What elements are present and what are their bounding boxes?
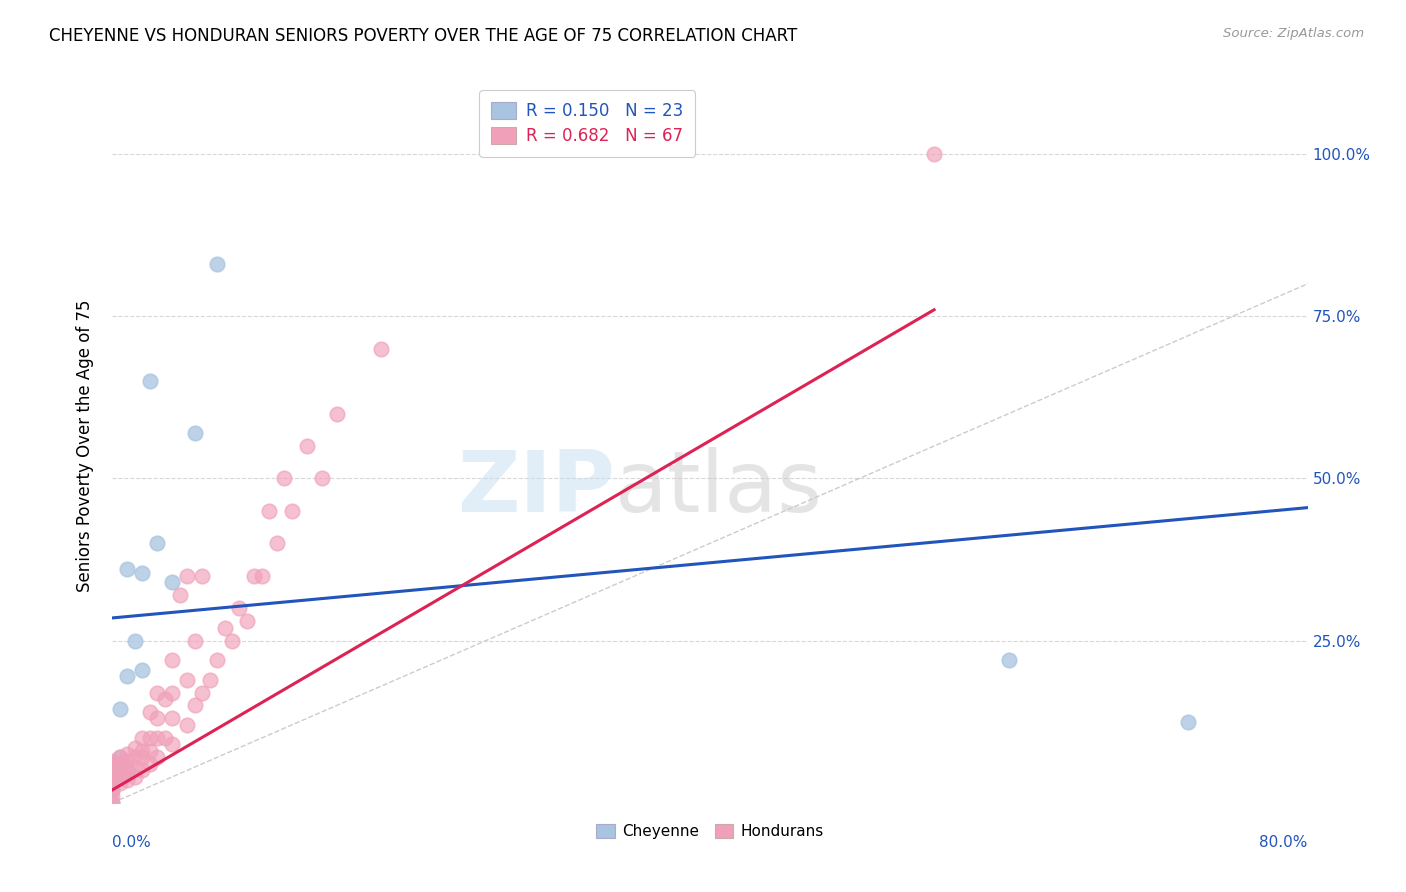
- Point: [205, 257, 228, 271]
- Point: [139, 731, 162, 745]
- Point: [101, 764, 124, 778]
- Point: [1177, 714, 1199, 729]
- Point: [922, 147, 945, 161]
- Point: [101, 789, 124, 804]
- Point: [198, 673, 221, 687]
- Point: [117, 754, 139, 768]
- Point: [176, 718, 198, 732]
- Point: [124, 750, 146, 764]
- Point: [101, 754, 124, 768]
- Point: [162, 653, 183, 667]
- Point: [131, 744, 153, 758]
- Point: [101, 760, 124, 774]
- Point: [131, 731, 153, 745]
- Text: 80.0%: 80.0%: [1260, 835, 1308, 850]
- Text: 0.0%: 0.0%: [112, 835, 152, 850]
- Point: [205, 653, 228, 667]
- Point: [117, 747, 139, 761]
- Text: ZIP: ZIP: [457, 447, 614, 531]
- Point: [124, 770, 146, 784]
- Legend: Cheyenne, Hondurans: Cheyenne, Hondurans: [591, 818, 830, 845]
- Point: [370, 342, 392, 356]
- Point: [153, 731, 176, 745]
- Point: [146, 685, 169, 699]
- Point: [131, 566, 153, 580]
- Point: [117, 562, 139, 576]
- Point: [146, 711, 169, 725]
- Point: [101, 764, 124, 778]
- Point: [311, 471, 333, 485]
- Point: [131, 663, 153, 677]
- Text: Source: ZipAtlas.com: Source: ZipAtlas.com: [1223, 27, 1364, 40]
- Point: [325, 407, 347, 421]
- Point: [108, 750, 131, 764]
- Point: [183, 698, 205, 713]
- Point: [228, 601, 250, 615]
- Point: [108, 764, 131, 778]
- Point: [191, 568, 214, 582]
- Point: [162, 738, 183, 752]
- Point: [162, 685, 183, 699]
- Text: CHEYENNE VS HONDURAN SENIORS POVERTY OVER THE AGE OF 75 CORRELATION CHART: CHEYENNE VS HONDURAN SENIORS POVERTY OVE…: [49, 27, 797, 45]
- Point: [117, 760, 139, 774]
- Point: [998, 653, 1021, 667]
- Point: [221, 633, 243, 648]
- Point: [108, 770, 131, 784]
- Point: [243, 568, 266, 582]
- Point: [101, 770, 124, 784]
- Point: [101, 770, 124, 784]
- Point: [101, 756, 124, 771]
- Point: [108, 760, 131, 774]
- Point: [124, 633, 146, 648]
- Point: [124, 740, 146, 755]
- Point: [191, 685, 214, 699]
- Point: [101, 756, 124, 771]
- Point: [214, 621, 236, 635]
- Point: [101, 782, 124, 797]
- Point: [101, 760, 124, 774]
- Point: [108, 750, 131, 764]
- Point: [108, 776, 131, 790]
- Point: [131, 750, 153, 764]
- Point: [131, 764, 153, 778]
- Point: [139, 705, 162, 719]
- Point: [183, 425, 205, 440]
- Point: [146, 536, 169, 550]
- Point: [117, 764, 139, 778]
- Point: [176, 673, 198, 687]
- Point: [101, 796, 124, 810]
- Point: [162, 575, 183, 590]
- Point: [101, 782, 124, 797]
- Point: [266, 536, 288, 550]
- Point: [108, 756, 131, 771]
- Text: atlas: atlas: [614, 447, 823, 531]
- Point: [162, 711, 183, 725]
- Point: [153, 692, 176, 706]
- Point: [236, 614, 259, 628]
- Point: [108, 770, 131, 784]
- Point: [101, 776, 124, 790]
- Point: [117, 773, 139, 788]
- Point: [139, 374, 162, 388]
- Point: [183, 633, 205, 648]
- Point: [146, 750, 169, 764]
- Point: [295, 439, 318, 453]
- Point: [250, 568, 273, 582]
- Point: [281, 504, 304, 518]
- Point: [124, 760, 146, 774]
- Point: [259, 504, 281, 518]
- Point: [169, 588, 191, 602]
- Point: [139, 756, 162, 771]
- Point: [146, 731, 169, 745]
- Point: [108, 702, 131, 716]
- Point: [117, 766, 139, 780]
- Point: [101, 796, 124, 810]
- Point: [273, 471, 295, 485]
- Point: [176, 568, 198, 582]
- Y-axis label: Seniors Poverty Over the Age of 75: Seniors Poverty Over the Age of 75: [76, 300, 94, 592]
- Point: [139, 744, 162, 758]
- Point: [101, 766, 124, 780]
- Point: [117, 669, 139, 683]
